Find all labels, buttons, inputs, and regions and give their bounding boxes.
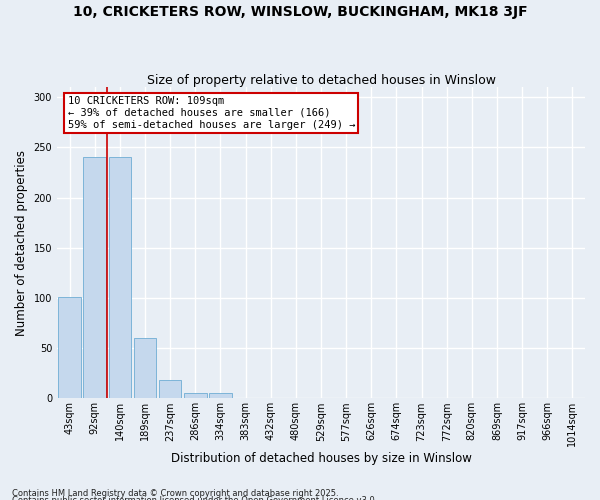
Text: 10 CRICKETERS ROW: 109sqm
← 39% of detached houses are smaller (166)
59% of semi: 10 CRICKETERS ROW: 109sqm ← 39% of detac… — [68, 96, 355, 130]
Bar — [134, 338, 157, 398]
Text: Contains HM Land Registry data © Crown copyright and database right 2025.: Contains HM Land Registry data © Crown c… — [12, 488, 338, 498]
Text: Contains public sector information licensed under the Open Government Licence v3: Contains public sector information licen… — [12, 496, 377, 500]
Y-axis label: Number of detached properties: Number of detached properties — [15, 150, 28, 336]
Title: Size of property relative to detached houses in Winslow: Size of property relative to detached ho… — [146, 74, 496, 87]
Bar — [83, 158, 106, 398]
Bar — [209, 394, 232, 398]
Bar — [159, 380, 181, 398]
Bar — [58, 297, 81, 398]
Bar — [109, 158, 131, 398]
Text: 10, CRICKETERS ROW, WINSLOW, BUCKINGHAM, MK18 3JF: 10, CRICKETERS ROW, WINSLOW, BUCKINGHAM,… — [73, 5, 527, 19]
Bar — [184, 394, 206, 398]
X-axis label: Distribution of detached houses by size in Winslow: Distribution of detached houses by size … — [170, 452, 472, 465]
